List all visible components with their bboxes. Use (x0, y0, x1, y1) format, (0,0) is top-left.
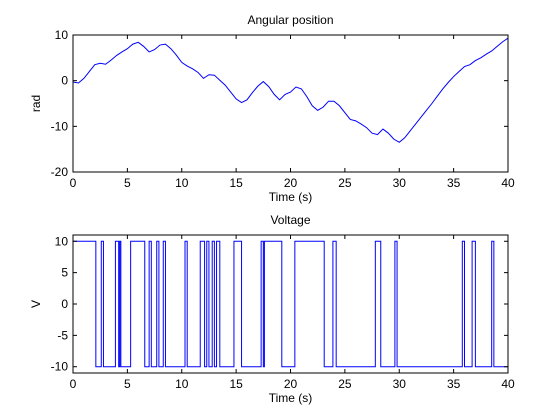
y-tick-label: -10 (51, 119, 69, 133)
x-axis-label: Time (s) (269, 190, 313, 204)
chart-title: Angular position (247, 13, 333, 27)
plot-area (73, 235, 508, 373)
x-tick-label: 30 (393, 176, 407, 190)
series-line-1 (73, 240, 508, 368)
x-tick-label: 20 (284, 377, 298, 391)
y-tick-label: -10 (51, 360, 69, 374)
x-tick-label: 30 (393, 377, 407, 391)
x-tick-label: 5 (124, 377, 131, 391)
x-tick-label: 40 (501, 377, 515, 391)
plot-area (73, 35, 508, 172)
x-tick-label: 10 (175, 176, 189, 190)
x-tick-label: 10 (175, 377, 189, 391)
x-tick-label: 25 (338, 377, 352, 391)
x-tick-label: 5 (124, 176, 131, 190)
y-axis-label: V (29, 300, 43, 308)
chart-1: 0 5 10 15 20 25 30 35 40 -20 -10 0 10 Angular positio… (29, 13, 515, 204)
x-tick-label: 15 (229, 176, 243, 190)
y-tick-label: 0 (61, 74, 68, 88)
y-tick-label: 10 (55, 28, 69, 42)
chart-title: Voltage (270, 213, 310, 227)
series-line-1 (73, 37, 508, 143)
y-tick-label: -20 (51, 165, 69, 179)
y-axis-label: rad (29, 95, 43, 112)
chart-2: 0 5 10 15 20 25 30 35 40 -10 -5 0 5 10 Voltage Time (s)… (29, 213, 515, 405)
y-tick-label: 0 (61, 297, 68, 311)
x-tick-label: 35 (447, 377, 461, 391)
y-tick-label: -5 (57, 328, 68, 342)
x-tick-label: 0 (70, 377, 77, 391)
x-axis-label: Time (s) (269, 391, 313, 405)
x-tick-label: 15 (229, 377, 243, 391)
x-tick-label: 20 (284, 176, 298, 190)
x-tick-label: 25 (338, 176, 352, 190)
x-tick-label: 0 (70, 176, 77, 190)
y-tick-label: 10 (55, 234, 69, 248)
x-tick-label: 35 (447, 176, 461, 190)
y-tick-label: 5 (61, 266, 68, 280)
x-tick-label: 40 (501, 176, 515, 190)
